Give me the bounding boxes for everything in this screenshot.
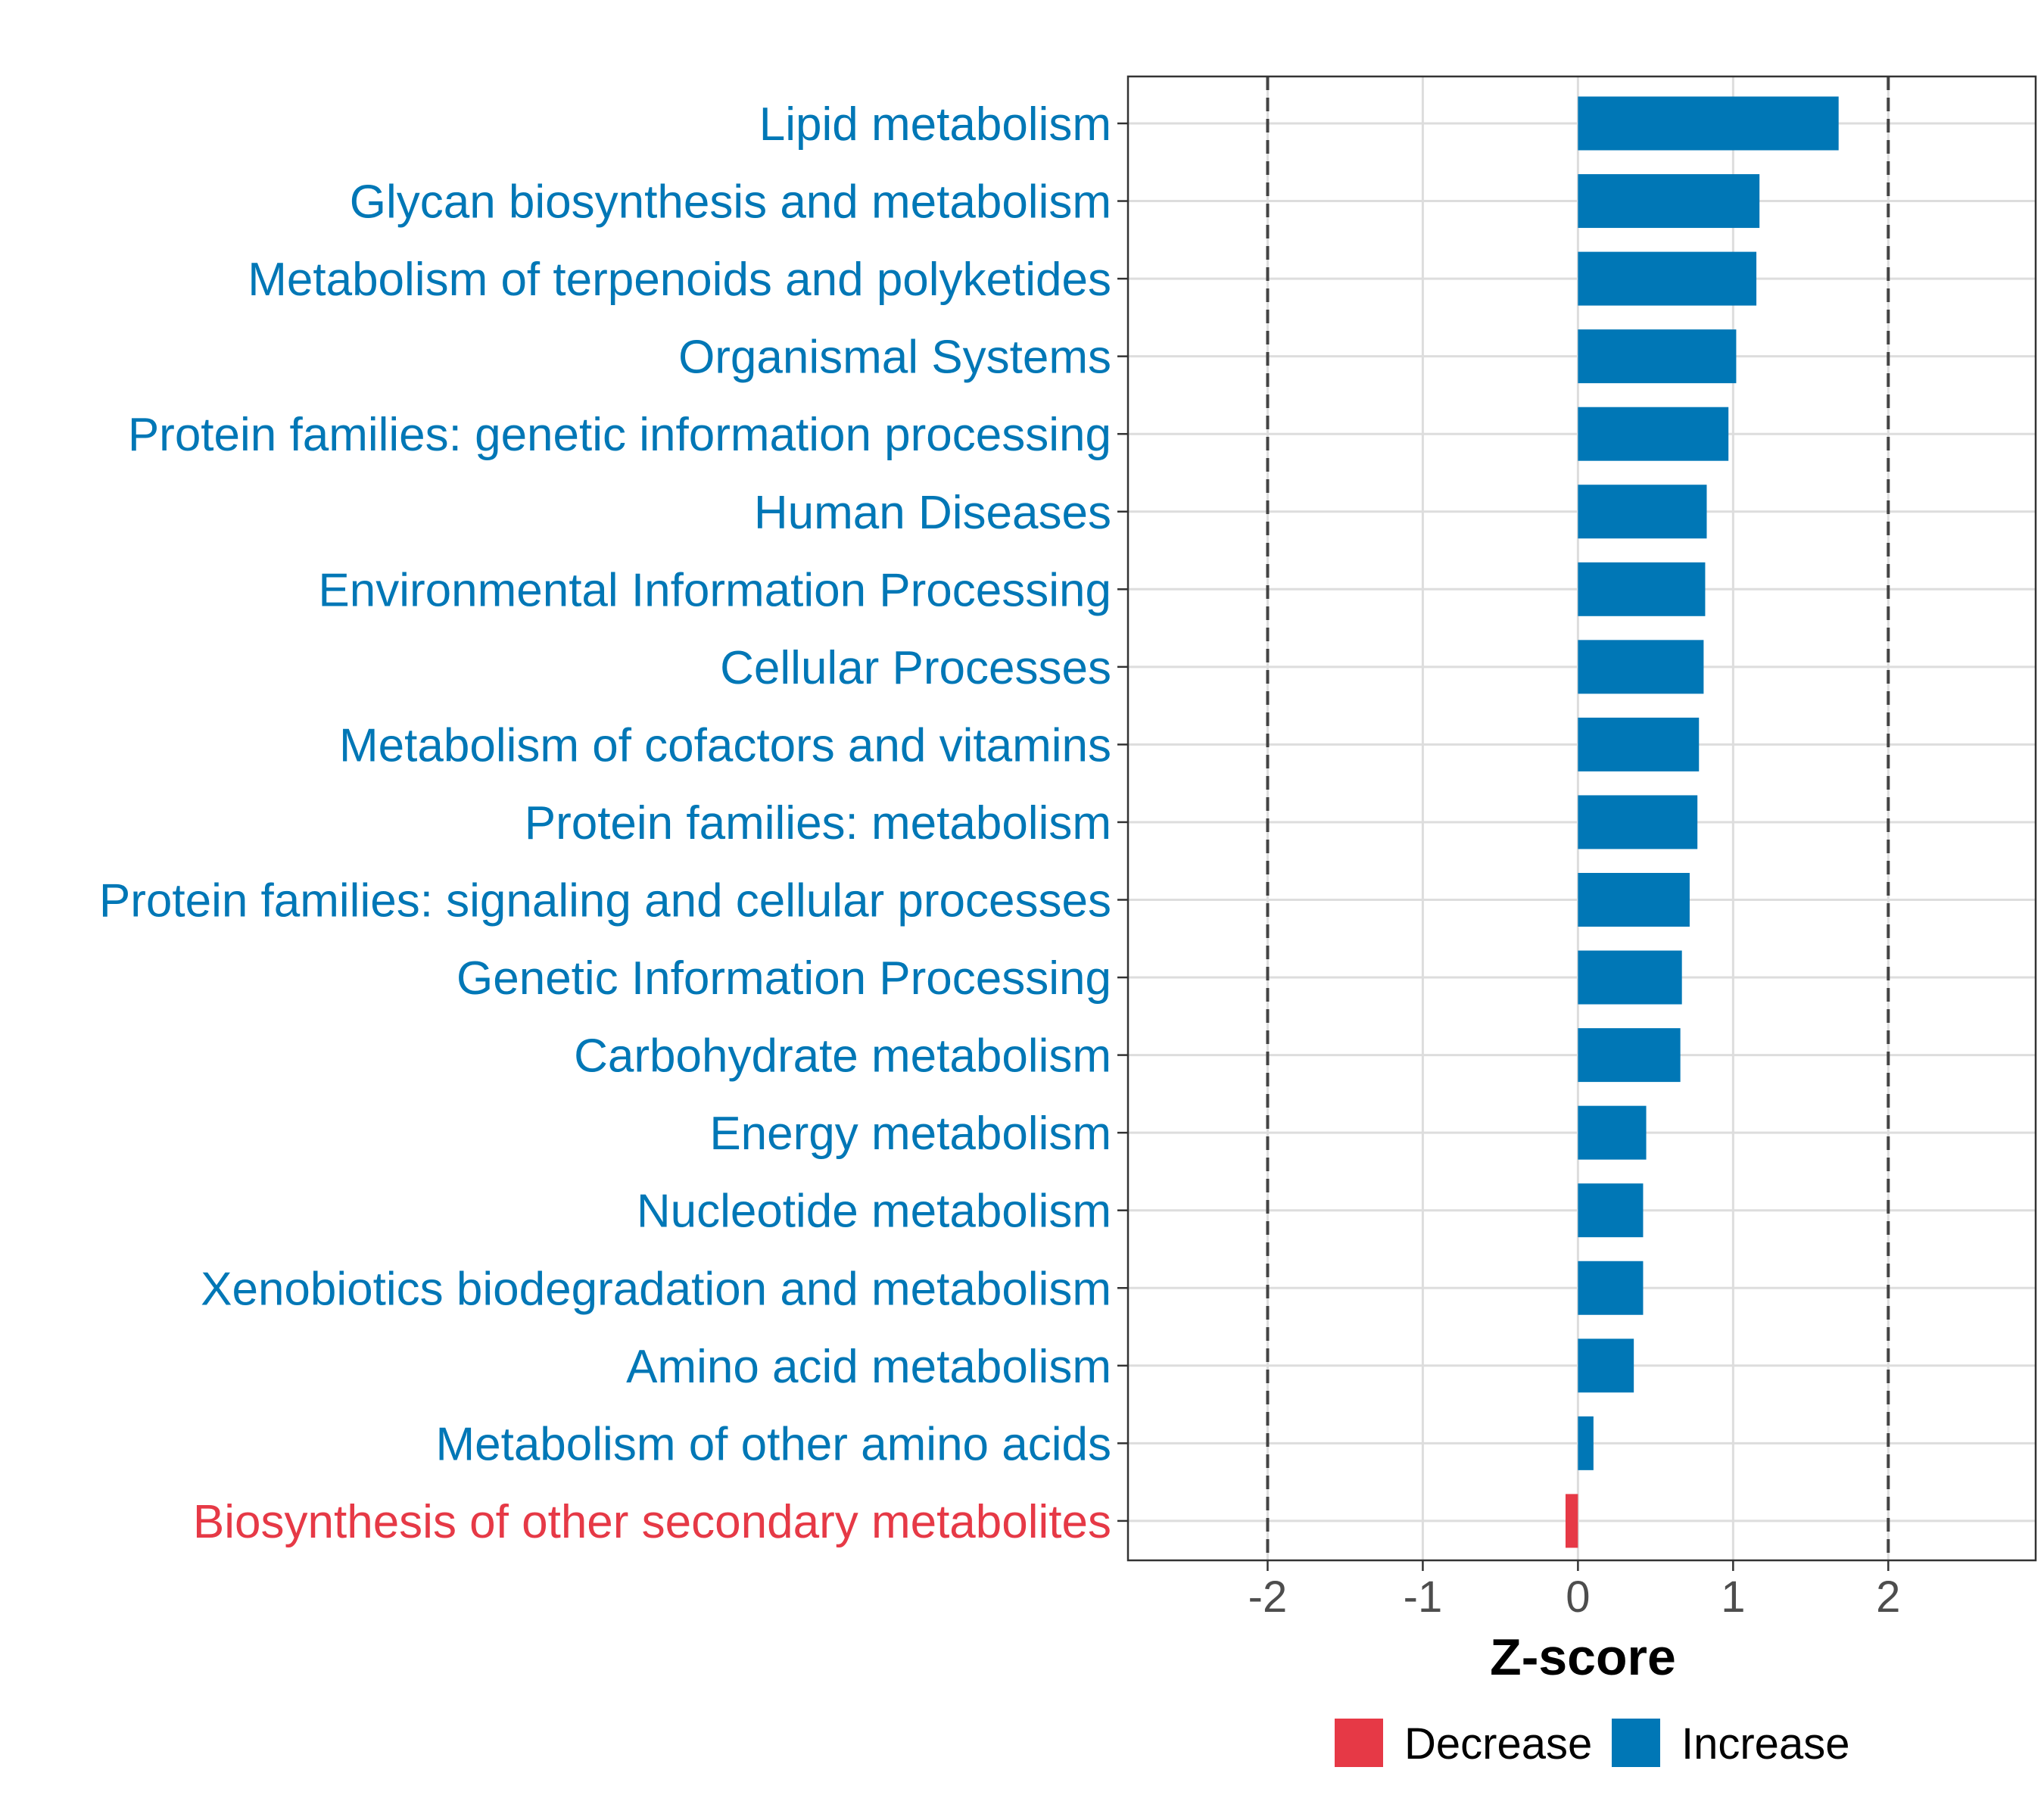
category-label: Cellular Processes [720,642,1111,694]
category-label: Protein families: genetic information pr… [128,409,1111,461]
y-axis-ticks: Lipid metabolism Glycan biosynthesis and … [99,98,1128,1548]
bar [1578,407,1729,461]
x-tick-label: 1 [1721,1572,1745,1622]
category-label: Metabolism of other amino acids [435,1418,1111,1470]
category-label: Amino acid metabolism [626,1341,1111,1393]
legend-label: Decrease [1404,1719,1592,1769]
x-tick-label: 2 [1876,1572,1900,1622]
category-label: Xenobiotics biodegradation and metabolis… [201,1263,1111,1315]
bar [1578,1105,1647,1160]
bar [1578,1183,1644,1238]
bar [1565,1494,1578,1548]
bar [1578,1416,1594,1470]
bar [1578,1261,1644,1315]
bar [1578,174,1760,229]
x-tick-label: -2 [1248,1572,1288,1622]
bar [1578,873,1690,927]
category-label: Protein families: signaling and cellular… [99,875,1111,927]
x-axis-title: Z-score [1490,1628,1676,1686]
x-tick-label: -1 [1404,1572,1443,1622]
x-axis-ticks: -2 -1 0 1 2 [1248,1560,1900,1622]
category-label: Organismal Systems [678,332,1111,384]
category-label: Glycan biosynthesis and metabolism [350,176,1111,229]
plot-border [1126,75,2037,1562]
category-label: Energy metabolism [709,1108,1111,1160]
bar [1578,485,1707,539]
bar [1578,251,1757,306]
bar [1578,96,1839,151]
category-label: Metabolism of terpenoids and polyketides [248,254,1111,306]
category-label: Biosynthesis of other secondary metaboli… [193,1496,1111,1548]
bar [1578,562,1706,616]
category-label: Nucleotide metabolism [637,1186,1111,1238]
category-label: Genetic Information Processing [456,952,1111,1005]
x-tick-label: 0 [1566,1572,1590,1622]
bar [1578,1028,1681,1083]
legend: Decrease Increase [1335,1719,1849,1769]
legend-label: Increase [1681,1719,1849,1769]
bar [1578,640,1704,694]
category-label: Human Diseases [754,487,1111,539]
legend-swatch [1335,1719,1383,1767]
category-label: Environmental Information Processing [318,564,1111,616]
bars [1565,96,1839,1548]
bar [1578,795,1698,849]
bar [1578,950,1682,1005]
legend-swatch [1612,1719,1660,1767]
reference-lines [1266,76,1890,1560]
bar [1578,717,1700,771]
bar [1578,329,1737,384]
category-label: Carbohydrate metabolism [574,1030,1111,1083]
category-label: Protein families: metabolism [525,797,1111,849]
category-label: Lipid metabolism [759,98,1111,151]
category-label: Metabolism of cofactors and vitamins [339,719,1111,771]
bar [1578,1339,1634,1393]
